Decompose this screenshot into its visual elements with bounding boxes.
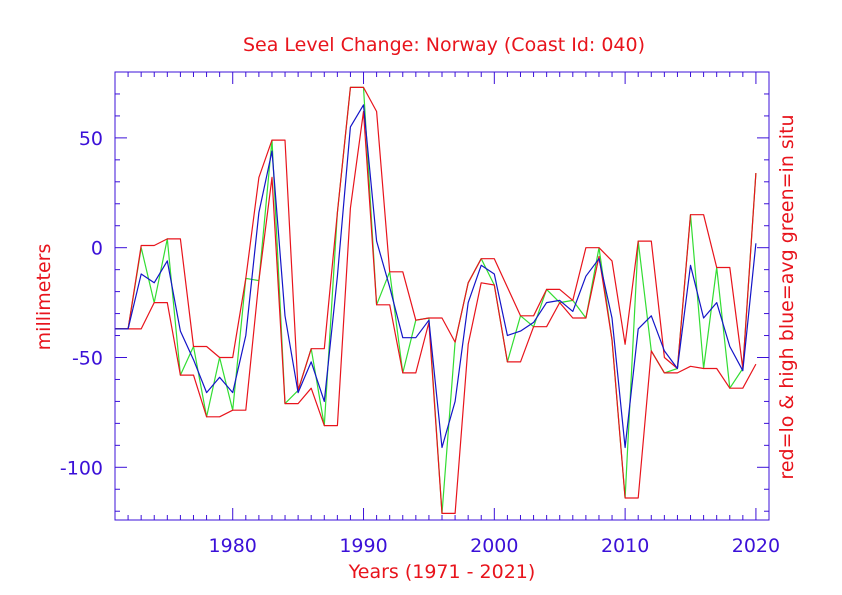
y-tick-label: 0 [91, 238, 103, 260]
x-tick-label: 2000 [470, 535, 518, 557]
x-tick-label: 2020 [732, 535, 780, 557]
y-axis-label: millimeters [33, 244, 55, 351]
y-axis-ticks: 50 0 -50 -100 [60, 71, 769, 512]
chart-title: Sea Level Change: Norway (Coast Id: 040) [243, 34, 645, 56]
x-tick-label: 1980 [209, 535, 257, 557]
plot-frame [114, 71, 770, 521]
series-line-in-situ [115, 86, 757, 515]
x-axis-ticks: 1980 1990 2000 2010 2020 [114, 72, 780, 557]
series-line-avg [115, 104, 757, 449]
plot-series [115, 86, 757, 515]
x-axis-label: Years (1971 - 2021) [348, 561, 536, 583]
y-tick-label: -50 [72, 347, 103, 369]
x-tick-label: 2010 [601, 535, 649, 557]
series-line-high [115, 86, 757, 391]
x-tick-label: 1990 [339, 535, 387, 557]
y-tick-label: 50 [79, 128, 103, 150]
series-line-low [115, 110, 757, 515]
y-tick-label: -100 [60, 457, 103, 479]
y2-axis-label: red=lo & high blue=avg green=in situ [776, 114, 798, 479]
